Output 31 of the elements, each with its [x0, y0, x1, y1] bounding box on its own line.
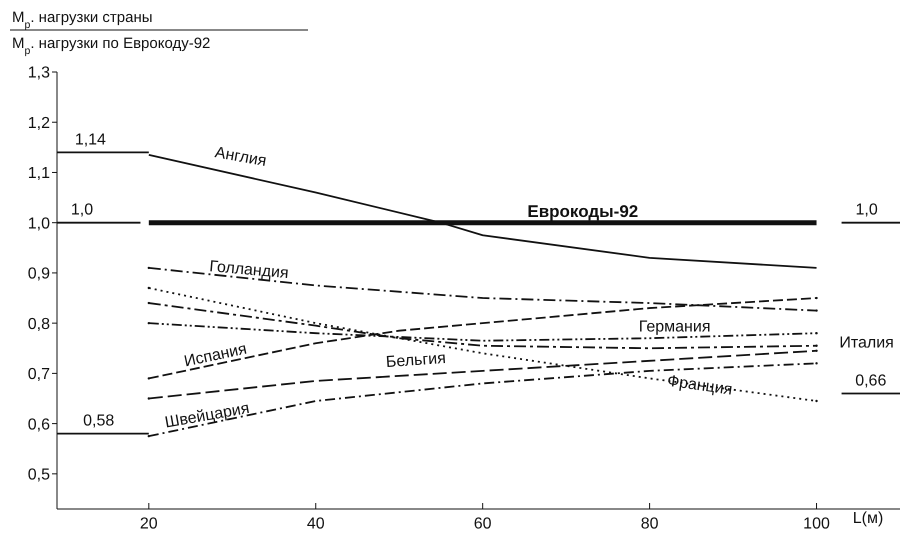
text: Швейцария	[164, 400, 251, 432]
series-label: Голландия	[208, 258, 290, 282]
series-label: Еврокоды-92	[527, 202, 638, 222]
x-tick-label: 20	[140, 515, 158, 532]
y-tick-label: 0,5	[28, 466, 50, 484]
annotation: 0,58	[83, 412, 114, 430]
text: Англия	[214, 144, 268, 170]
text: Франция	[666, 372, 734, 399]
series-label: Италия	[839, 334, 894, 352]
chart-title: M$_{р}$. нагрузки страны	[12, 9, 153, 31]
annotation: 1,0	[70, 202, 94, 219]
annotation: 1,0	[855, 202, 878, 219]
x-axis-title: L(м)	[852, 510, 884, 527]
y-tick-label: 0,7	[28, 366, 50, 384]
text: Испания	[182, 340, 248, 370]
y-tick-label: 0,6	[28, 416, 50, 434]
y-tick-label: 1,2	[28, 114, 50, 132]
y-tick-label: 0,8	[28, 316, 50, 333]
y-tick-label: 1,1	[28, 165, 50, 182]
series-label: Германия	[638, 318, 711, 336]
x-tick-label: 60	[474, 515, 492, 532]
series-label: Бельгия	[385, 350, 446, 372]
y-tick-label: 0,9	[28, 266, 50, 283]
x-tick-label: 80	[640, 515, 659, 532]
y-tick-label: 1,0	[28, 215, 50, 232]
x-tick-label: 100	[803, 515, 830, 532]
annotation: 1,14	[74, 131, 106, 148]
x-tick-label: 40	[306, 515, 325, 532]
annotation: 0,66	[855, 372, 886, 390]
chart-subtitle: M$_{р}$. нагрузки по Еврокоду-92	[12, 35, 210, 57]
y-tick-label: 1,3	[28, 64, 50, 82]
